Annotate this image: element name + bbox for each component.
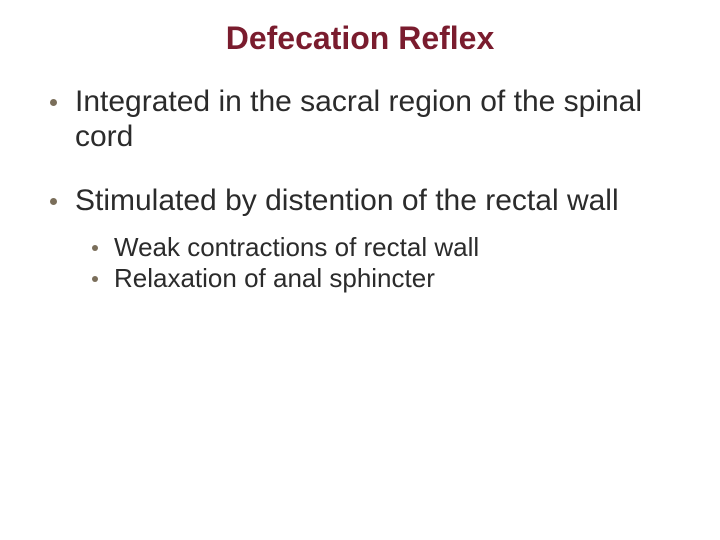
slide-title: Defecation Reflex (40, 20, 680, 57)
bullet-dot-icon (50, 198, 57, 205)
bullet-text: Stimulated by distention of the rectal w… (75, 184, 619, 219)
bullet-dot-icon (92, 276, 98, 282)
sub-bullet-item: Weak contractions of rectal wall (82, 233, 680, 263)
bullet-text: Integrated in the sacral region of the s… (75, 85, 680, 154)
sub-bullet-text: Relaxation of anal sphincter (114, 264, 435, 294)
sub-bullet-item: Relaxation of anal sphincter (82, 264, 680, 294)
bullet-item: Stimulated by distention of the rectal w… (40, 184, 680, 219)
bullet-item: Integrated in the sacral region of the s… (40, 85, 680, 154)
bullet-dot-icon (92, 245, 98, 251)
bullet-dot-icon (50, 99, 57, 106)
sub-bullet-text: Weak contractions of rectal wall (114, 233, 479, 263)
